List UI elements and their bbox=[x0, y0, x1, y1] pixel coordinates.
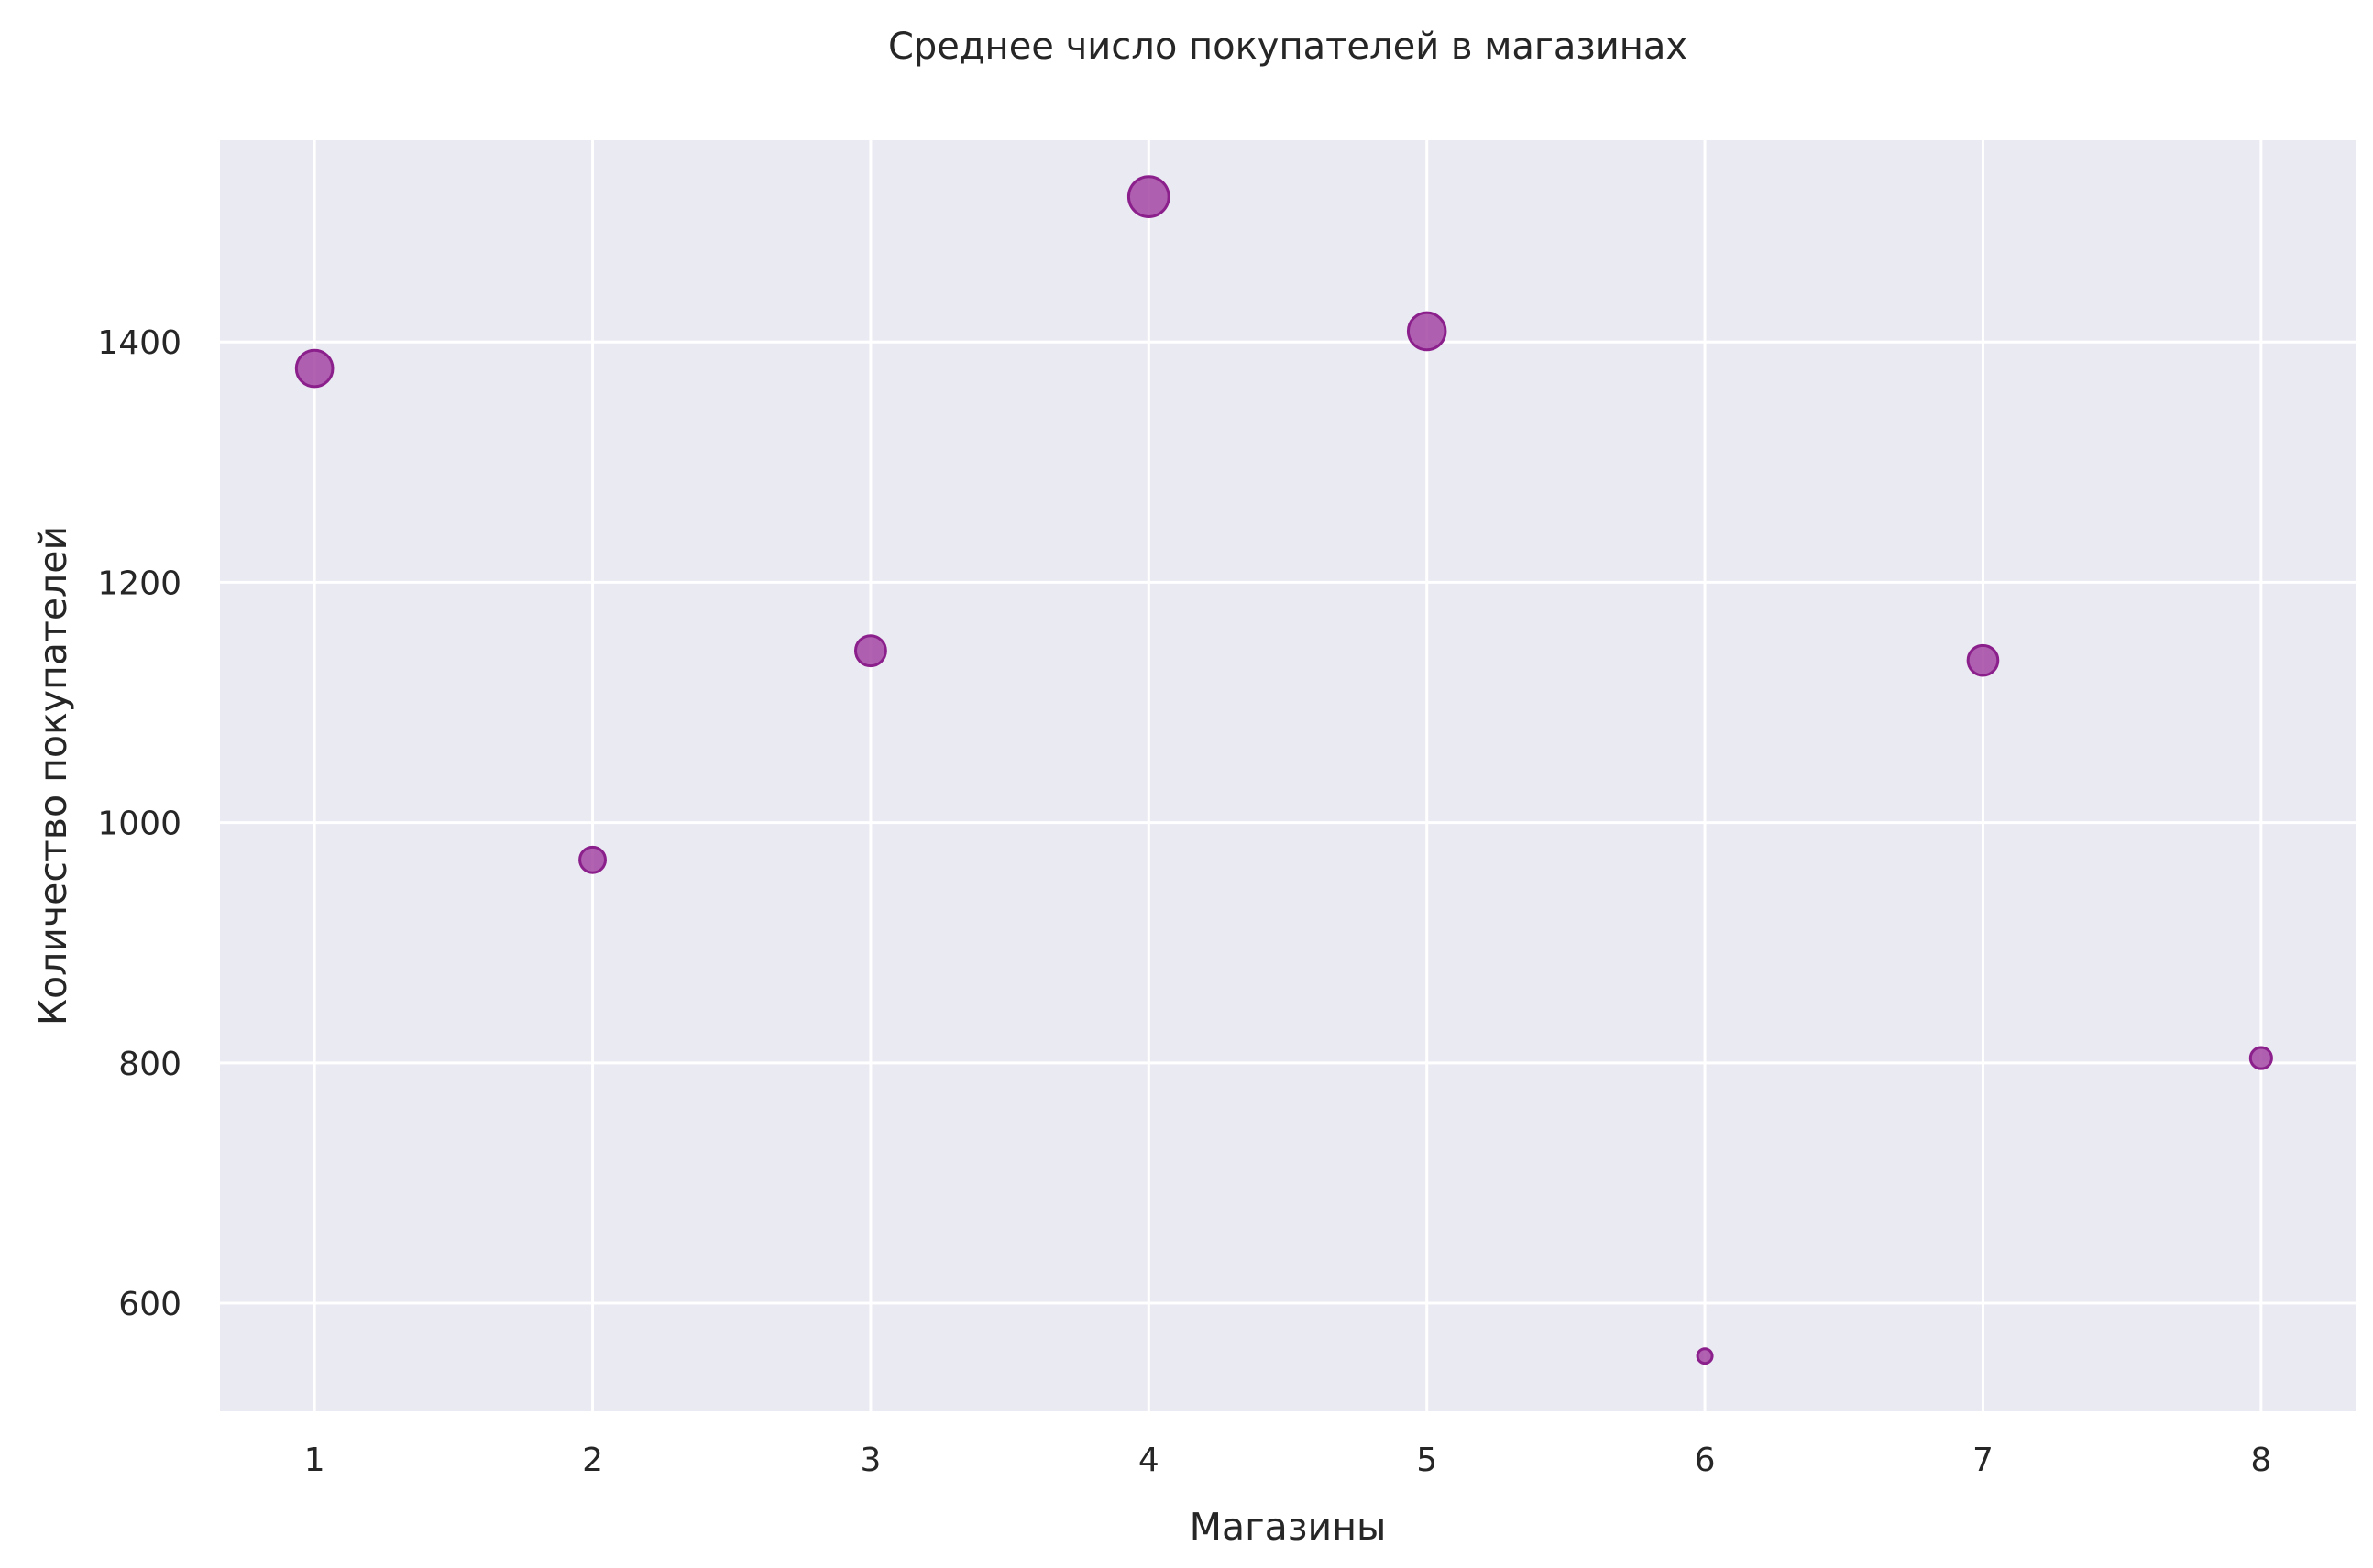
y-tick-label: 1400 bbox=[97, 324, 181, 362]
x-tick-label: 1 bbox=[304, 1442, 325, 1479]
x-tick-label: 7 bbox=[1972, 1442, 1994, 1479]
data-point bbox=[294, 348, 335, 389]
plot-area bbox=[220, 140, 2356, 1411]
x-axis-label: Магазины bbox=[1190, 1505, 1387, 1549]
x-tick-label: 3 bbox=[860, 1442, 881, 1479]
y-tick-label: 1200 bbox=[97, 565, 181, 602]
y-axis-label: Количество покупателей bbox=[31, 526, 75, 1025]
data-point bbox=[2248, 1046, 2273, 1070]
data-point bbox=[1696, 1347, 1714, 1365]
data-point bbox=[578, 845, 607, 874]
x-tick-label: 4 bbox=[1138, 1442, 1159, 1479]
data-point bbox=[1126, 175, 1170, 218]
tick-labels: 1 2 3 4 5 6 7 8 600 800 1000 1200 1400 bbox=[97, 324, 2271, 1479]
grid bbox=[220, 140, 2356, 1411]
data-point bbox=[1966, 643, 2000, 677]
x-tick-label: 5 bbox=[1416, 1442, 1437, 1479]
y-tick-label: 1000 bbox=[97, 806, 181, 843]
x-tick-label: 2 bbox=[582, 1442, 603, 1479]
y-tick-label: 600 bbox=[118, 1286, 181, 1323]
x-tick-label: 8 bbox=[2250, 1442, 2271, 1479]
x-tick-label: 6 bbox=[1695, 1442, 1716, 1479]
chart-title: Среднее число покупателей в магазинах bbox=[888, 26, 1687, 68]
data-points bbox=[294, 175, 2273, 1365]
y-tick-label: 800 bbox=[118, 1046, 181, 1083]
data-point bbox=[1406, 311, 1447, 352]
data-point bbox=[853, 634, 887, 668]
